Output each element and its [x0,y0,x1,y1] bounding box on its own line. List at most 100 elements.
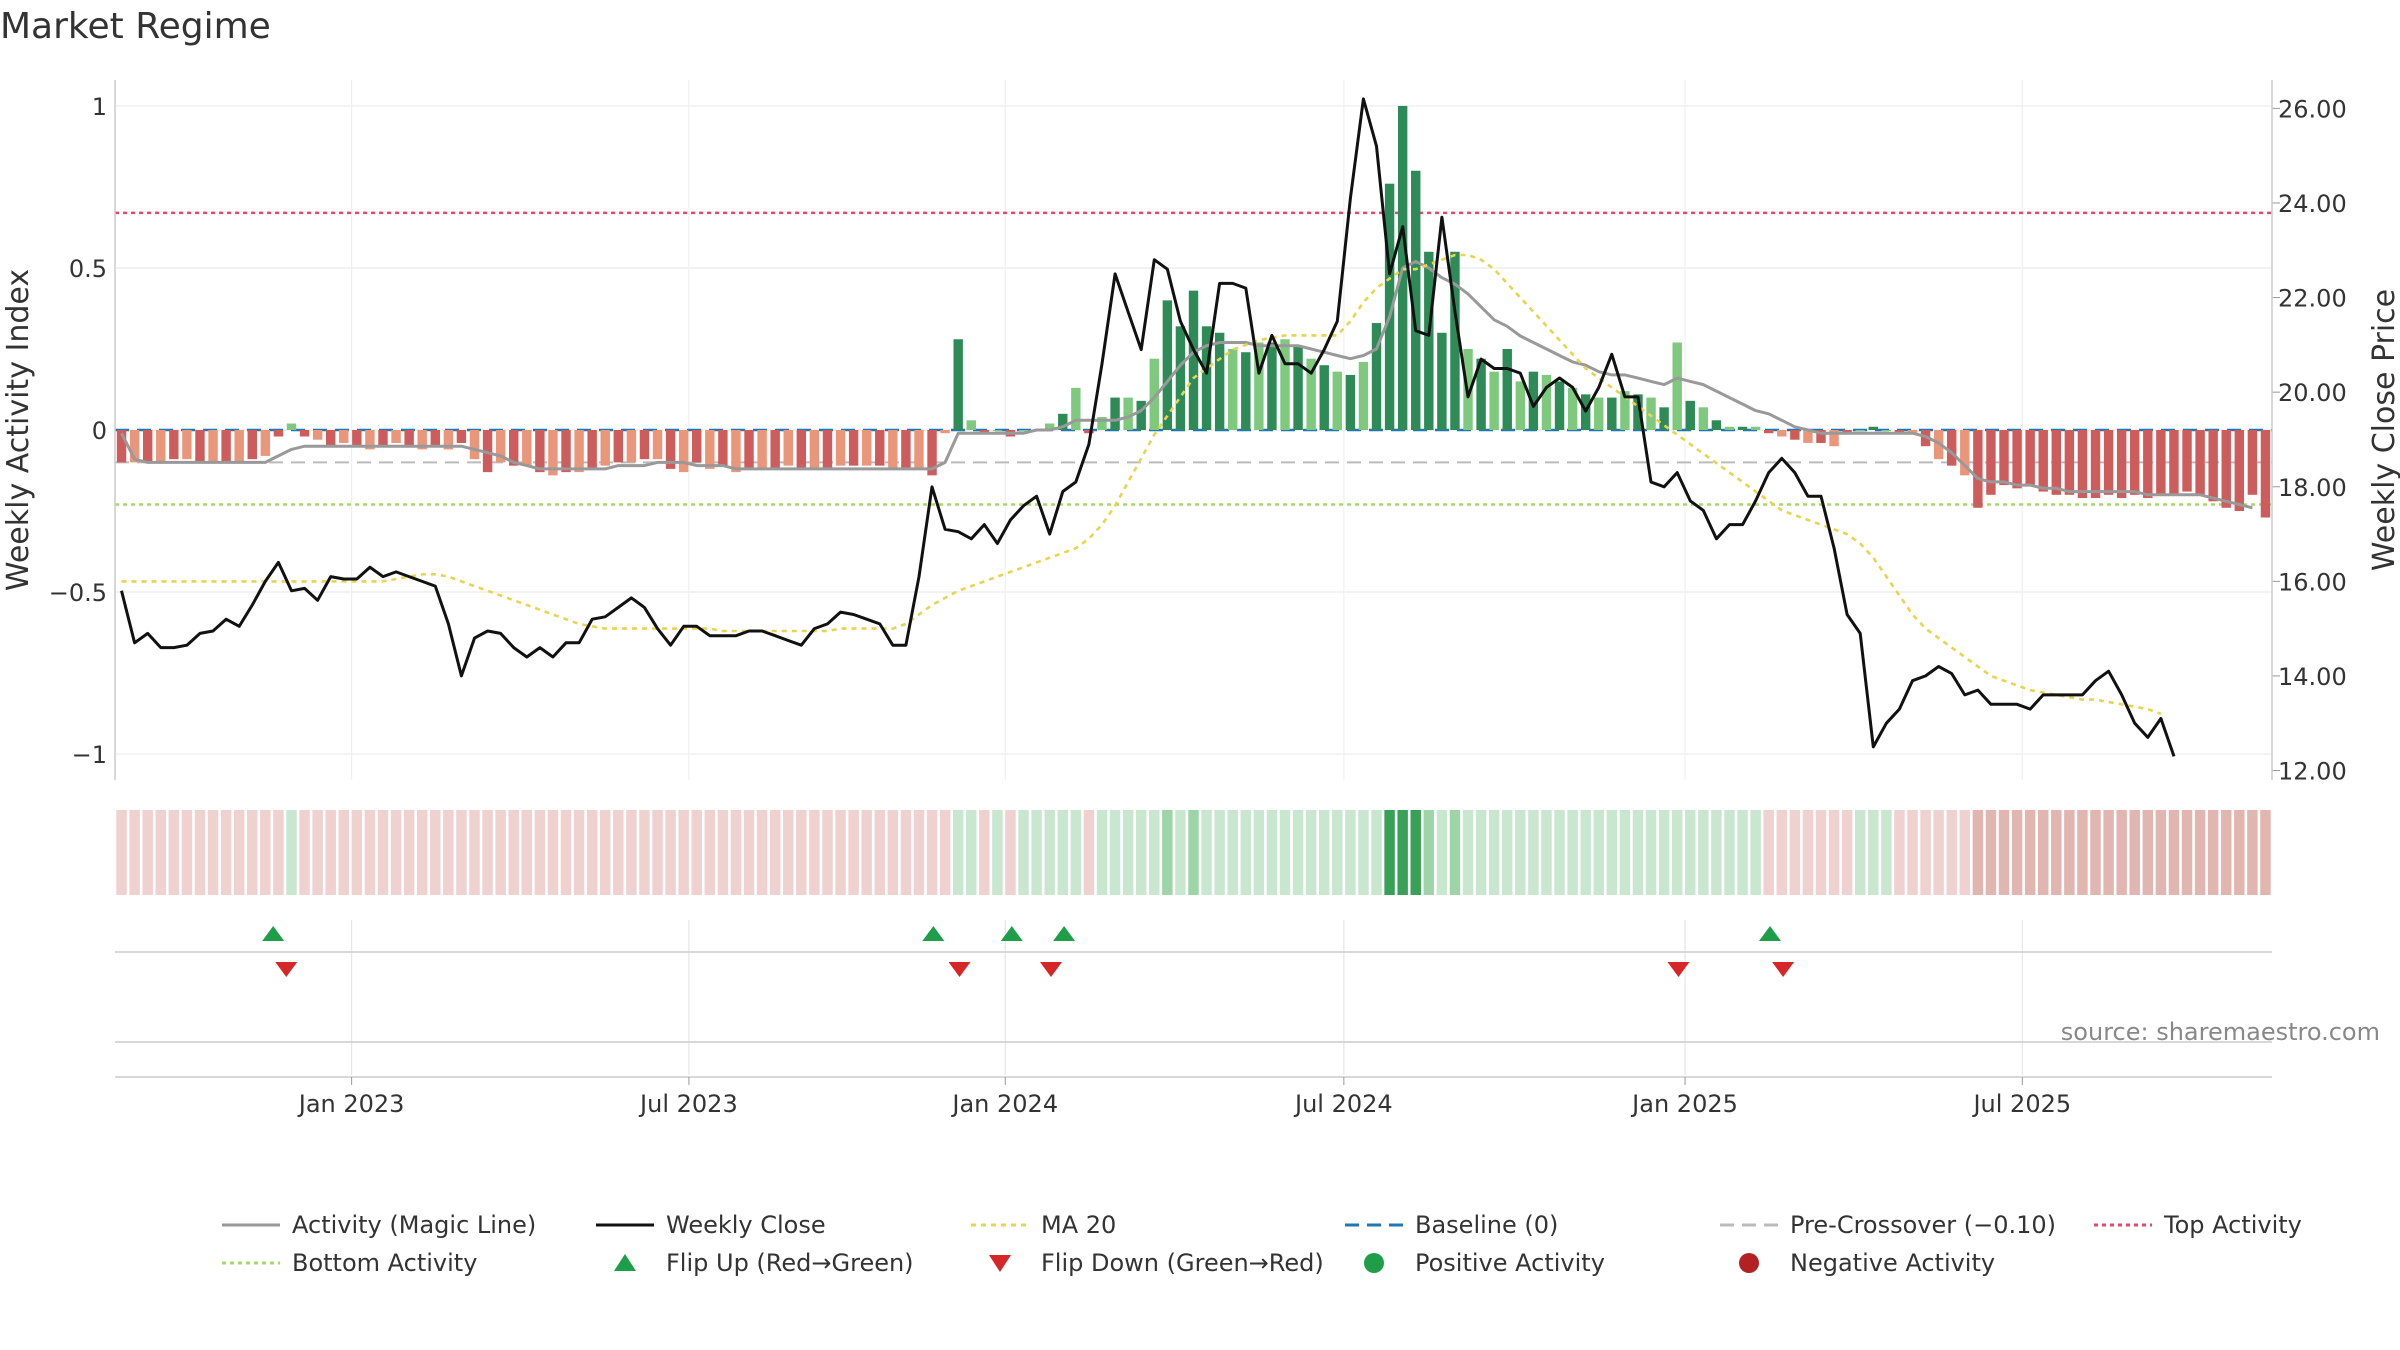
flip-markers [115,926,2272,1043]
activity-bar [1711,420,1722,430]
activity-bar [1502,348,1512,430]
legend-label: Pre-Crossover (−0.10) [1790,1211,2056,1239]
activity-bar [875,430,885,466]
regime-cell [207,810,219,895]
regime-cell [2207,810,2219,895]
regime-cell [1266,810,1278,895]
regime-cell [1109,810,1121,895]
activity-bar [1868,426,1878,430]
activity-bar [2182,430,2192,492]
activity-bar [718,430,728,466]
activity-bar [522,430,532,466]
regime-cell [1907,810,1918,895]
activity-bar [1750,426,1761,430]
regime-cell [1332,810,1343,895]
legend-item: Positive Activity [1364,1249,1605,1277]
activity-bar [914,430,924,469]
regime-cell [168,810,180,895]
regime-cell [273,810,284,895]
regime-cell [155,810,166,895]
regime-cell [312,810,323,895]
legend-label: MA 20 [1041,1211,1116,1239]
regime-cell [233,810,245,895]
regime-cell [2064,810,2075,895]
regime-cell [1567,810,1578,895]
regime-cell [2090,810,2101,895]
activity-bar [116,430,127,463]
flip-up-marker [1053,926,1076,941]
regime-cell [1057,810,1069,895]
activity-bar [1384,183,1395,430]
activity-bar [783,430,793,466]
regime-cell [390,810,402,895]
activity-bar [1842,430,1852,434]
activity-bar [548,430,558,476]
x-tick-label: Jan 2023 [297,1090,405,1118]
activity-bar [1986,430,1996,495]
activity-bar [1515,381,1526,430]
regime-cell [848,810,859,895]
activity-bar [1280,339,1290,430]
regime-cell [469,810,480,895]
y-tick-label: −0.5 [49,579,107,607]
regime-cell [861,810,872,895]
legend-dot-swatch [1739,1253,1759,1273]
legend-item: Pre-Crossover (−0.10) [1720,1211,2056,1239]
regime-cell [613,810,624,895]
flip-down-marker [275,962,298,977]
regime-cell [1149,810,1160,895]
x-tick-label: Jul 2024 [1293,1090,1393,1118]
regime-cell [665,810,676,895]
regime-cell [1671,810,1683,895]
activity-bar [1620,391,1630,430]
activity-bar [1763,430,1774,434]
regime-cell [769,810,781,895]
activity-bar [1018,430,1029,431]
activity-bar [1110,397,1120,430]
regime-cell [286,810,297,895]
activity-bar [2090,430,2101,499]
activity-bar [509,430,519,466]
regime-cell [116,810,127,895]
regime-cell [1462,810,1474,895]
activity-bar [1489,371,1499,430]
activity-bar [1058,413,1068,430]
regime-cell [887,810,899,895]
regime-cell [1345,810,1356,895]
regime-cell [1371,810,1382,895]
regime-cell [1541,810,1552,895]
activity-bar [2130,430,2140,495]
activity-bar [652,430,663,460]
regime-cell [1593,810,1604,895]
activity-bar [1188,290,1199,430]
activity-bar [1319,365,1329,430]
activity-bar [901,430,911,469]
legend-item: Top Activity [2094,1211,2302,1239]
regime-cell [403,810,415,895]
activity-bar [1071,387,1081,430]
regime-cell [1240,810,1252,895]
activity-bar [1724,426,1735,430]
regime-cell [1763,810,1774,895]
activity-bar [587,430,597,469]
regime-cell [835,810,846,895]
activity-bar [731,430,741,473]
regime-cell [1685,810,1696,895]
regime-cell [1959,810,1971,895]
regime-cell [1698,810,1709,895]
regime-cell [939,810,951,895]
regime-cell [979,810,990,895]
regime-cell [2051,810,2062,895]
regime-cell [1358,810,1369,895]
activity-bar [247,430,257,460]
regime-cell [639,810,650,895]
regime-cell [1711,810,1722,895]
magic-line [120,260,2253,510]
legend-item: Negative Activity [1739,1249,1995,1277]
activity-bar [1097,417,1107,430]
activity-bar [561,430,571,473]
x-tick-label: Jan 2025 [1630,1090,1738,1118]
regime-cell [1737,810,1748,895]
regime-cell [1436,810,1448,895]
y2-tick-label: 12.00 [2278,758,2347,786]
